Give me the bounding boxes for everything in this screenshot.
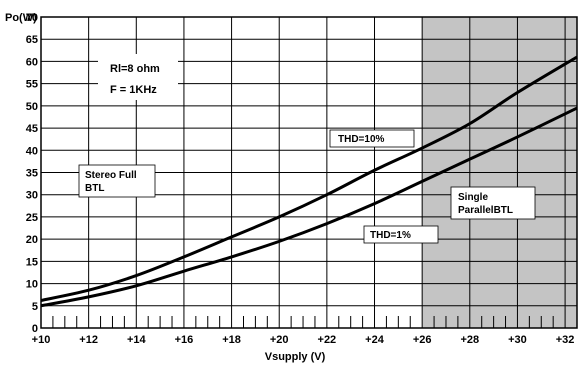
x-tick-label: +26	[413, 334, 432, 346]
y-tick-label: 35	[26, 168, 38, 180]
x-tick-label: +28	[460, 334, 479, 346]
x-tick-label: +24	[365, 334, 385, 346]
single-mode-label-line1: Single	[458, 192, 488, 203]
load-resistance-label: Rl=8 ohm	[110, 63, 160, 75]
thd10-label: THD=10%	[338, 134, 385, 145]
y-tick-label: 5	[32, 301, 38, 313]
y-tick-labels: 0 5 10 15 20 25 30 35 40 45 50 55 60 65 70	[26, 12, 38, 335]
stereo-mode-label-line1: Stereo Full	[85, 170, 137, 181]
y-tick-label: 45	[26, 123, 38, 135]
x-axis-title: Vsupply (V)	[265, 351, 326, 363]
y-tick-label: 20	[26, 234, 38, 246]
thd10-curve	[40, 55, 578, 302]
thd10-label-box	[329, 129, 415, 148]
plot-frame	[40, 16, 578, 329]
y-tick-label: 50	[26, 101, 38, 113]
x-tick-label: +30	[508, 334, 527, 346]
thd1-curve	[40, 106, 578, 308]
y-tick-label: 10	[26, 279, 38, 291]
single-mode-box	[450, 186, 536, 220]
frequency-label: F = 1KHz	[110, 84, 157, 96]
y-tick-label: 40	[26, 145, 38, 157]
stereo-mode-label-line2: BTL	[85, 183, 104, 194]
x-tick-label: +32	[556, 334, 575, 346]
y-tick-label: 0	[32, 323, 38, 335]
single-mode-label-line2: ParallelBTL	[458, 205, 513, 216]
thd1-label: THD=1%	[370, 230, 411, 241]
y-tick-label: 65	[26, 34, 38, 46]
x-tick-label: +18	[222, 334, 241, 346]
y-tick-label: 70	[26, 12, 38, 24]
stereo-mode-box	[78, 164, 156, 198]
x-tick-label: +22	[318, 334, 337, 346]
x-tick-label: +12	[79, 334, 98, 346]
x-tick-labels: +10 +12 +14 +16 +18 +20 +22 +24 +26 +28 +30 +32	[32, 334, 575, 346]
x-tick-label: +16	[175, 334, 194, 346]
x-tick-label: +20	[270, 334, 289, 346]
series-lines	[40, 55, 578, 308]
y-tick-label: 55	[26, 79, 38, 91]
conditions-box	[98, 54, 178, 100]
thd1-label-box	[363, 225, 439, 244]
y-axis-title: Po(W)	[5, 12, 37, 24]
y-tick-label: 15	[26, 256, 38, 268]
y-tick-label: 60	[26, 56, 38, 68]
minor-ticks	[52, 316, 554, 328]
y-tick-label: 30	[26, 190, 38, 202]
x-tick-label: +14	[127, 334, 147, 346]
y-tick-label: 25	[26, 212, 38, 224]
x-tick-label: +10	[32, 334, 51, 346]
